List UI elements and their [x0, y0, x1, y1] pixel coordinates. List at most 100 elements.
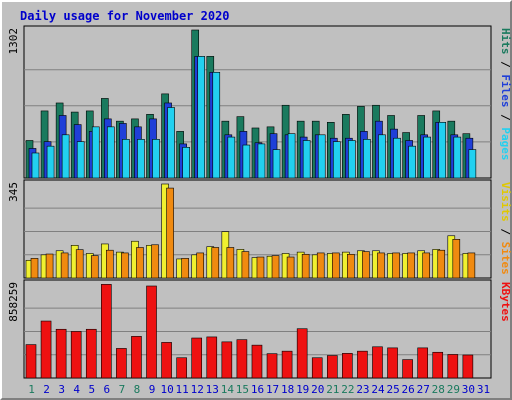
requests-pages-bar-day-3	[61, 134, 70, 179]
requests-pages-bar-day-24	[378, 134, 386, 179]
x-tick-label-10: 10	[160, 383, 173, 396]
kbytes-kbytes-bar-day-4	[70, 331, 82, 379]
visits-sites-bar-day-6	[106, 249, 114, 279]
visits-sites-bar-day-24	[377, 252, 385, 279]
kbytes-kbytes-bar-day-8	[131, 336, 142, 379]
x-tick-label-20: 20	[311, 383, 324, 396]
x-tick-label-14: 14	[221, 383, 235, 396]
x-tick-label-12: 12	[191, 383, 204, 396]
kbytes-kbytes-bar-day-10	[161, 342, 172, 379]
kbytes-kbytes-bar-day-29	[447, 354, 459, 379]
kbytes-legend-part-0: KBytes	[499, 282, 512, 322]
requests-pages-bar-day-13	[212, 71, 221, 179]
visits-sites-bar-day-13	[211, 247, 220, 279]
x-tick-label-13: 13	[206, 383, 219, 396]
x-tick-label-30: 30	[462, 383, 475, 396]
x-tick-label-9: 9	[149, 383, 156, 396]
requests-pages-bar-day-1	[31, 152, 40, 179]
kbytes-kbytes-bar-day-27	[417, 347, 428, 379]
kbytes-kbytes-bar-day-19	[296, 328, 308, 379]
visits-sites-bar-day-22	[347, 253, 355, 279]
kbytes-kbytes-bar-day-15	[236, 339, 248, 379]
requests-pages-bar-day-19	[302, 140, 311, 179]
requests-pages-bar-day-4	[76, 141, 85, 179]
kbytes-kbytes-bar-day-1	[25, 344, 37, 379]
requests-pages-bar-day-7	[122, 139, 130, 179]
x-tick-label-29: 29	[447, 383, 460, 396]
x-tick-label-7: 7	[119, 383, 126, 396]
kbytes-kbytes-bar-day-14	[221, 341, 233, 379]
kbytes-kbytes-bar-day-9	[146, 285, 157, 379]
x-tick-label-31: 31	[477, 383, 490, 396]
kbytes-kbytes-bar-day-13	[206, 336, 218, 379]
x-tick-label-21: 21	[326, 383, 339, 396]
x-tick-label-8: 8	[134, 383, 141, 396]
visits-sites-bar-day-16	[256, 256, 265, 279]
visits-sites-bar-day-25	[392, 252, 400, 279]
kbytes-kbytes-bar-day-16	[251, 344, 263, 379]
x-tick-label-28: 28	[432, 383, 445, 396]
requests-pages-bar-day-12	[197, 56, 206, 179]
kbytes-kbytes-bar-day-17	[266, 353, 278, 379]
requests-pages-bar-day-26	[408, 145, 416, 179]
requests-pages-bar-day-20	[317, 134, 326, 179]
visits-sites-bar-day-10	[166, 187, 174, 279]
visits-sites-bar-day-7	[121, 252, 129, 279]
kbytes-kbytes-bar-day-18	[281, 350, 293, 379]
kbytes-kbytes-bar-day-12	[191, 337, 203, 379]
x-tick-label-26: 26	[402, 383, 415, 396]
requests-pages-bar-day-11	[182, 147, 190, 179]
visits-sites-bar-day-29	[452, 239, 461, 279]
kbytes-kbytes-bar-day-21	[326, 355, 338, 379]
requests-pages-bar-day-10	[167, 107, 175, 179]
visits-sites-bar-day-1	[30, 258, 39, 279]
requests-pages-bar-day-5	[91, 126, 100, 179]
requests-legend-part-1: /	[499, 55, 512, 75]
visits-sites-bar-day-12	[196, 252, 205, 279]
kbytes-kbytes-bar-day-11	[176, 357, 187, 379]
requests-legend-part-2: Files	[499, 74, 512, 107]
visits-sites-bar-day-14	[226, 247, 235, 279]
visits-sites-bar-day-27	[422, 252, 430, 279]
x-tick-label-23: 23	[356, 383, 369, 396]
visits-max-label: 345	[7, 182, 20, 202]
kbytes-kbytes-bar-day-6	[101, 284, 112, 379]
requests-pages-bar-day-30	[468, 149, 477, 179]
visits-sites-bar-day-4	[75, 249, 84, 279]
visits-sites-bar-day-23	[362, 251, 370, 279]
requests-pages-bar-day-27	[423, 136, 431, 179]
x-tick-label-5: 5	[88, 383, 95, 396]
visits-legend-part-2: Sites	[499, 242, 512, 275]
x-tick-label-25: 25	[386, 383, 399, 396]
x-tick-label-16: 16	[251, 383, 264, 396]
kbytes-kbytes-bar-day-3	[55, 328, 67, 379]
kbytes-kbytes-bar-day-30	[462, 354, 474, 379]
requests-pages-bar-day-18	[287, 133, 296, 179]
requests-pages-bar-day-21	[332, 141, 341, 179]
requests-legend-label: Hits / Files / Pages	[499, 28, 512, 161]
visits-legend-part-1: /	[499, 222, 512, 242]
visits-sites-bar-day-26	[407, 252, 415, 279]
x-tick-label-4: 4	[73, 383, 80, 396]
kbytes-max-label: 858259	[7, 282, 20, 322]
x-tick-label-24: 24	[371, 383, 385, 396]
visits-sites-bar-day-17	[271, 255, 280, 279]
requests-pages-bar-day-15	[242, 144, 251, 179]
kbytes-kbytes-bar-day-28	[432, 351, 444, 379]
chart-title: Daily usage for November 2020	[20, 9, 230, 23]
kbytes-kbytes-bar-day-20	[311, 357, 323, 379]
requests-pages-bar-day-6	[107, 126, 115, 179]
visits-sites-bar-day-3	[60, 252, 69, 279]
x-tick-label-27: 27	[417, 383, 430, 396]
x-tick-label-17: 17	[266, 383, 279, 396]
requests-pages-bar-day-28	[438, 122, 447, 179]
kbytes-kbytes-bar-day-23	[357, 350, 368, 379]
requests-pages-bar-day-17	[272, 149, 281, 179]
requests-pages-bar-day-14	[227, 136, 236, 179]
visits-sites-bar-day-2	[45, 253, 54, 279]
requests-pages-bar-day-9	[152, 139, 160, 179]
requests-max-label: 1302	[7, 28, 20, 55]
visits-sites-bar-day-9	[151, 244, 159, 279]
